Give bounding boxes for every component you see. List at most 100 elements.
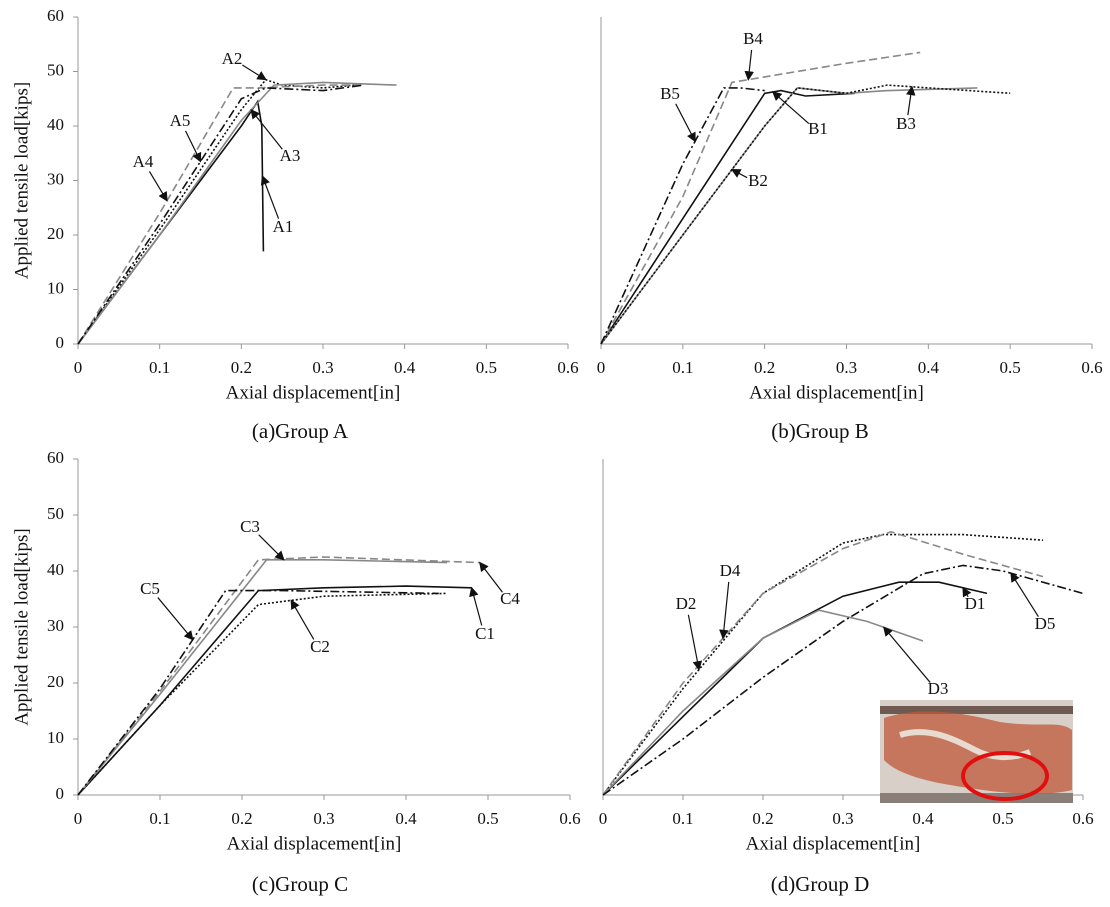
series-label: B5 xyxy=(660,84,680,103)
series-line xyxy=(600,84,1011,345)
label-arrow xyxy=(744,49,754,81)
x-axis-label: Axial displacement[in] xyxy=(227,833,402,854)
series-line xyxy=(602,581,988,796)
series-label: D3 xyxy=(928,679,949,698)
series-label: C4 xyxy=(500,589,520,608)
series-line xyxy=(600,87,978,345)
label-arrow xyxy=(250,108,283,150)
y-tick-label: 20 xyxy=(47,672,64,691)
x-tick-label: 0.5 xyxy=(477,809,498,828)
series-label: A3 xyxy=(280,146,301,165)
series-label: A4 xyxy=(133,152,154,171)
x-tick-label: 0 xyxy=(74,358,83,377)
series-label: C2 xyxy=(310,637,330,656)
x-tick-label: 0.3 xyxy=(312,358,333,377)
series-label: C5 xyxy=(140,579,160,598)
x-tick-label: 0.5 xyxy=(1000,358,1021,377)
y-tick-label: 10 xyxy=(47,278,64,297)
caption: (a)Group A xyxy=(252,419,349,443)
series-label: B1 xyxy=(808,119,828,138)
label-arrow xyxy=(290,599,315,640)
y-tick-label: 0 xyxy=(56,784,65,803)
label-arrow xyxy=(771,91,810,125)
x-tick-label: 0 xyxy=(597,358,606,377)
label-arrow xyxy=(719,581,730,640)
series-label: B4 xyxy=(743,29,763,48)
series-label: A1 xyxy=(273,217,294,236)
label-arrow xyxy=(258,534,285,561)
label-arrow xyxy=(730,169,748,179)
series-line xyxy=(600,51,921,345)
caption: (d)Group D xyxy=(771,872,870,896)
series-line xyxy=(77,585,472,796)
series-line xyxy=(77,78,356,345)
x-tick-label: 0.5 xyxy=(992,809,1013,828)
x-tick-label: 0.5 xyxy=(476,358,497,377)
y-tick-label: 50 xyxy=(47,60,64,79)
y-tick-label: 0 xyxy=(56,333,65,352)
series-line xyxy=(77,81,397,345)
label-arrow xyxy=(184,130,202,163)
label-arrow xyxy=(242,64,267,81)
series-line xyxy=(77,589,439,796)
series-line xyxy=(77,592,448,796)
x-tick-label: 0.6 xyxy=(1081,358,1102,377)
series-label: A2 xyxy=(222,49,243,68)
label-arrow xyxy=(675,103,696,143)
x-tick-label: 0.4 xyxy=(918,358,940,377)
x-tick-label: 0.2 xyxy=(231,809,252,828)
caption: (c)Group C xyxy=(252,872,348,896)
label-arrow xyxy=(1010,572,1039,617)
x-tick-label: 0.3 xyxy=(832,809,853,828)
series-line xyxy=(602,564,1084,796)
series-label: B3 xyxy=(896,114,916,133)
x-tick-label: 0.4 xyxy=(395,809,417,828)
series-label: C3 xyxy=(240,517,260,536)
x-tick-label: 0.2 xyxy=(754,358,775,377)
series-line xyxy=(77,556,480,796)
label-arrow xyxy=(883,626,931,683)
series-line xyxy=(77,84,364,345)
series-label: D1 xyxy=(965,594,986,613)
label-arrow xyxy=(906,85,916,116)
x-tick-label: 0 xyxy=(599,809,608,828)
x-axis-label: Axial displacement[in] xyxy=(746,833,921,854)
x-tick-label: 0.2 xyxy=(231,358,252,377)
x-tick-label: 0 xyxy=(74,809,83,828)
x-axis-label: Axial displacement[in] xyxy=(226,382,401,403)
series-line xyxy=(602,533,1044,796)
y-tick-label: 10 xyxy=(47,728,64,747)
series-label: D5 xyxy=(1035,614,1056,633)
y-tick-label: 30 xyxy=(47,169,64,188)
caption: (b)Group B xyxy=(771,419,868,443)
x-axis-label: Axial displacement[in] xyxy=(749,382,924,403)
series-line xyxy=(602,609,924,796)
label-arrow xyxy=(962,586,972,598)
y-tick-label: 40 xyxy=(47,115,64,134)
series-line xyxy=(602,530,1044,796)
y-axis-label: Applied tensile load[kips] xyxy=(11,528,32,725)
x-tick-label: 0.6 xyxy=(559,809,580,828)
x-tick-label: 0.1 xyxy=(149,809,170,828)
series-label: C1 xyxy=(475,624,495,643)
y-tick-label: 50 xyxy=(47,504,64,523)
series-line xyxy=(77,84,364,345)
label-arrow xyxy=(148,171,168,202)
x-tick-label: 0.1 xyxy=(672,358,693,377)
x-tick-label: 0.1 xyxy=(672,809,693,828)
series-label: D2 xyxy=(676,594,697,613)
label-arrow xyxy=(469,586,483,626)
inset-photo xyxy=(880,700,1073,803)
label-arrow xyxy=(479,561,503,593)
x-tick-label: 0.6 xyxy=(557,358,578,377)
y-tick-label: 40 xyxy=(47,560,64,579)
label-arrow xyxy=(260,175,280,219)
x-tick-label: 0.4 xyxy=(394,358,416,377)
label-arrow xyxy=(687,614,703,671)
y-tick-label: 60 xyxy=(47,448,64,467)
x-tick-label: 0.4 xyxy=(912,809,934,828)
series-label: A5 xyxy=(170,111,191,130)
series-label: B2 xyxy=(748,171,768,190)
